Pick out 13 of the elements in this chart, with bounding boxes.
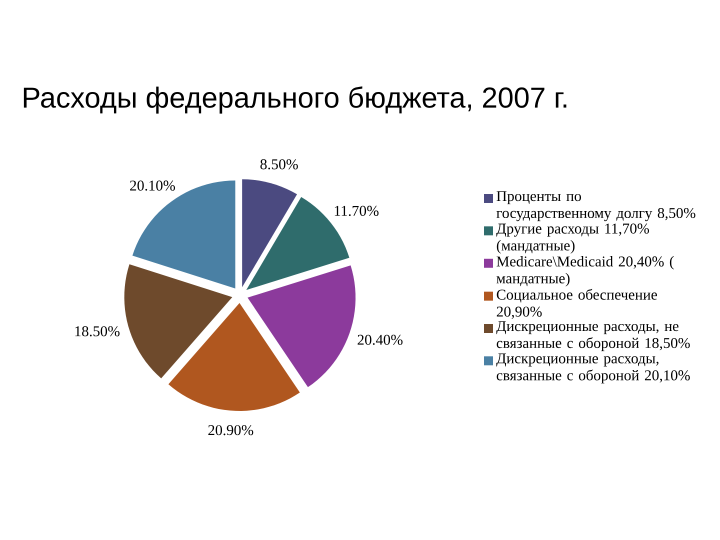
data-label: 11.70% [334,206,379,216]
legend-label: Дискреционные расходы, связанные с обороной 20,10% [496,354,690,384]
data-label: 20.40% [358,334,403,345]
data-label: 20.10% [130,180,175,191]
chart-title: Расходы федерального бюджета, 2007 г. [24,86,566,114]
legend-label: Дискреционные расходы, не связанные с обороной 18,50% [496,321,690,352]
data-label: 8.50% [260,159,298,170]
legend-label: Medicare\Medicaid 20,40% ( мандатные) [496,256,674,286]
legend-label: Другие расходы 11,70% (мандатные) [496,224,650,254]
data-label: 20.90% [208,425,254,436]
data-label: 18.50% [75,326,120,336]
legend-label: Социальное обеспечение 20,90% [496,288,657,319]
legend-label: Проценты по государственному долгу 8,50% [496,191,696,222]
